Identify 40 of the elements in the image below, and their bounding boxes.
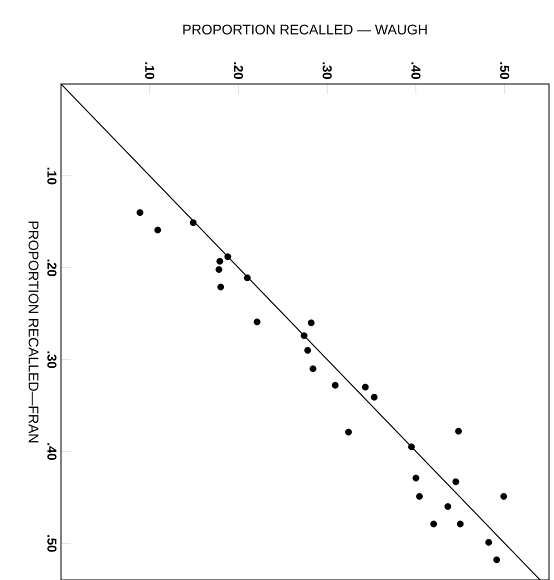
point xyxy=(310,365,316,372)
point xyxy=(370,394,378,401)
point xyxy=(217,284,224,290)
point xyxy=(190,219,197,226)
point xyxy=(493,556,500,564)
point xyxy=(304,346,312,354)
point xyxy=(362,384,369,391)
point xyxy=(452,478,460,486)
y-tick-label: .50 xyxy=(47,535,56,552)
point xyxy=(408,443,415,450)
point xyxy=(332,382,339,389)
point xyxy=(216,266,222,273)
point xyxy=(412,474,420,482)
y-tick-label: .30 xyxy=(47,351,56,368)
point xyxy=(154,226,162,234)
y-tick-label: .10 xyxy=(47,168,56,184)
x-tick-label: .50 xyxy=(500,62,510,79)
point xyxy=(444,503,452,510)
point xyxy=(485,538,492,546)
y-tick-label: .40 xyxy=(47,443,56,460)
point xyxy=(254,318,260,326)
y-tick-label: .20 xyxy=(47,260,56,276)
point xyxy=(345,428,352,436)
x-tick-label: .20 xyxy=(234,62,244,79)
y-axis-title: PROPORTION RECALLED—FRAN xyxy=(28,222,38,442)
point xyxy=(136,209,144,216)
x-tick-label: .40 xyxy=(411,62,420,79)
point xyxy=(455,428,462,435)
point xyxy=(300,332,308,340)
point xyxy=(308,319,315,326)
point xyxy=(216,258,224,265)
point xyxy=(456,520,464,528)
x-tick-label: .30 xyxy=(322,62,332,79)
x-tick-label: .10 xyxy=(145,62,154,79)
x-axis-title: PROPORTION RECALLED — WAUGH xyxy=(183,24,427,34)
point xyxy=(244,274,251,282)
point xyxy=(224,253,232,260)
point xyxy=(416,493,423,500)
point xyxy=(430,520,438,528)
point xyxy=(500,493,508,500)
